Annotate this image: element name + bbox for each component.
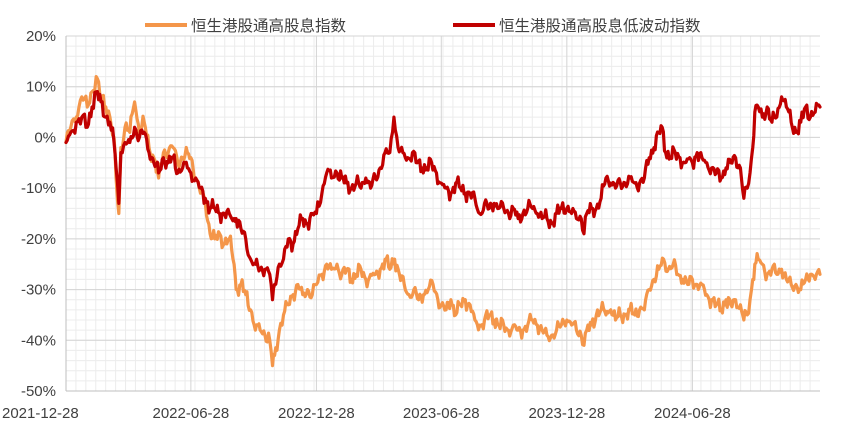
y-tick-label: -10% [21,180,56,197]
legend-label-1: 恒生港股通高股息指数 [191,17,347,35]
x-tick-label: 2022-06-28 [152,405,229,422]
y-tick-label: 20% [26,28,56,45]
legend-label-2: 恒生港股通高股息低波动指数 [499,17,701,35]
gridlines [65,35,820,392]
y-tick-label: -50% [21,383,56,400]
series-line-1 [64,74,822,368]
x-tick-label: 2022-12-28 [278,405,355,422]
y-axis-tick-labels: 20% 10% 0% -10% -20% -30% -40% -50% [21,28,56,400]
x-axis-tick-labels: 2021-12-28 2022-06-28 2022-12-28 2023-06-28… [2,405,731,422]
y-tick-label: -40% [21,332,56,349]
y-tick-label: 0% [34,129,56,146]
x-tick-label: 2023-06-28 [403,405,480,422]
y-tick-label: 10% [26,79,56,96]
series-lines [64,74,822,368]
y-tick-label: -20% [21,231,56,248]
x-tick-label: 2024-06-28 [654,405,731,422]
axes [65,36,820,392]
legend: 恒生港股通高股息指数 恒生港股通高股息低波动指数 [145,17,701,35]
x-tick-label: 2023-12-28 [528,405,605,422]
series-line-2 [64,89,822,302]
x-tick-label: 2021-12-28 [2,405,79,422]
y-tick-label: -30% [21,282,56,299]
